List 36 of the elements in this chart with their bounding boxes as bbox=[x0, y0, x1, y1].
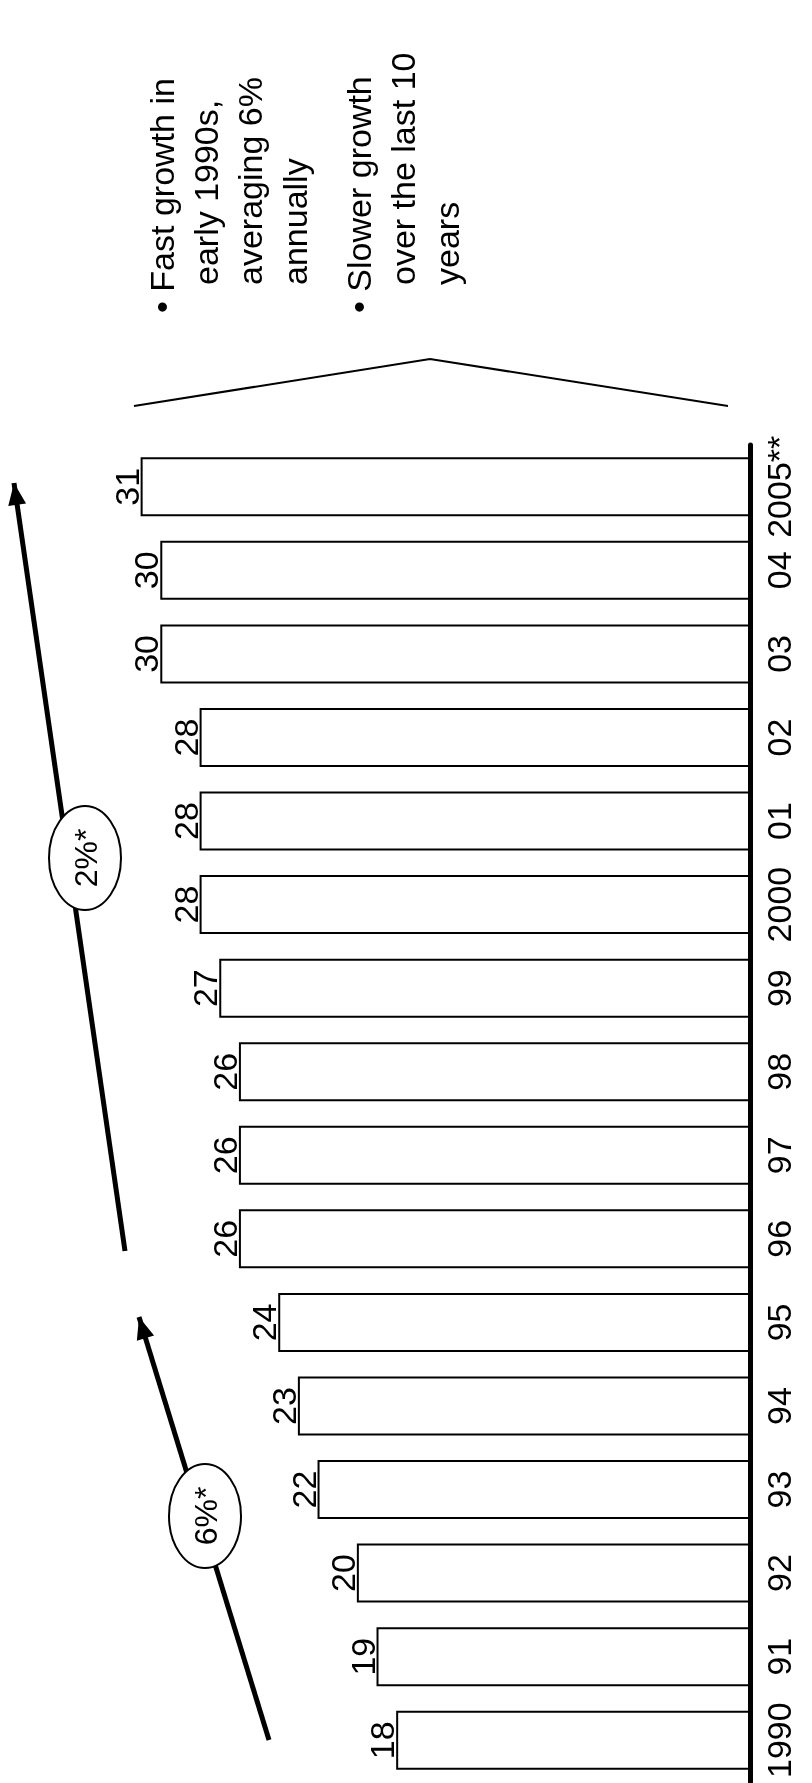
data-label: 26 bbox=[205, 1219, 244, 1258]
y-tick-label: 02 bbox=[760, 718, 798, 757]
text: • Fast growth in early 1990s, averaging 6% annually bbox=[142, 76, 315, 313]
y-tick-label: 94 bbox=[760, 1387, 798, 1425]
y-tick-label: 97 bbox=[760, 1136, 798, 1175]
y-tick-label: 2000 bbox=[760, 866, 798, 943]
y-tick-label: 91 bbox=[760, 1637, 798, 1676]
data-label: 23 bbox=[264, 1387, 303, 1425]
y-tick-label: 01 bbox=[760, 802, 798, 840]
y-tick-label: 2005** bbox=[760, 435, 798, 538]
data-label: 30 bbox=[127, 634, 166, 673]
y-tick-label: 93 bbox=[760, 1470, 798, 1509]
data-label: 28 bbox=[166, 718, 205, 757]
data-label: 22 bbox=[284, 1470, 323, 1509]
y-tick-label: 04 bbox=[760, 551, 798, 590]
y-tick-label: 96 bbox=[760, 1219, 798, 1258]
data-label: 19 bbox=[343, 1637, 382, 1676]
y-tick-label: 1990 bbox=[760, 1702, 798, 1779]
data-label: 28 bbox=[166, 802, 205, 840]
data-label: 26 bbox=[205, 1052, 244, 1091]
y-tick-label: 99 bbox=[760, 969, 798, 1008]
data-label: 31 bbox=[107, 467, 146, 506]
data-label: 20 bbox=[323, 1554, 362, 1593]
data-label: 26 bbox=[205, 1136, 244, 1175]
text: • Slower growth over the last 10 years bbox=[338, 51, 468, 313]
y-tick-label: 92 bbox=[760, 1554, 798, 1593]
data-label: 28 bbox=[166, 885, 205, 924]
data-label: 27 bbox=[186, 969, 225, 1008]
y-tick-label: 98 bbox=[760, 1052, 798, 1091]
data-label: 24 bbox=[245, 1303, 284, 1342]
annotation: 6%* bbox=[188, 1486, 224, 1546]
data-label: 30 bbox=[127, 551, 166, 590]
data-label: 18 bbox=[363, 1721, 402, 1760]
text: 2%* bbox=[68, 828, 104, 888]
y-tick-label: 03 bbox=[760, 634, 798, 673]
y-tick-label: 95 bbox=[760, 1303, 798, 1342]
